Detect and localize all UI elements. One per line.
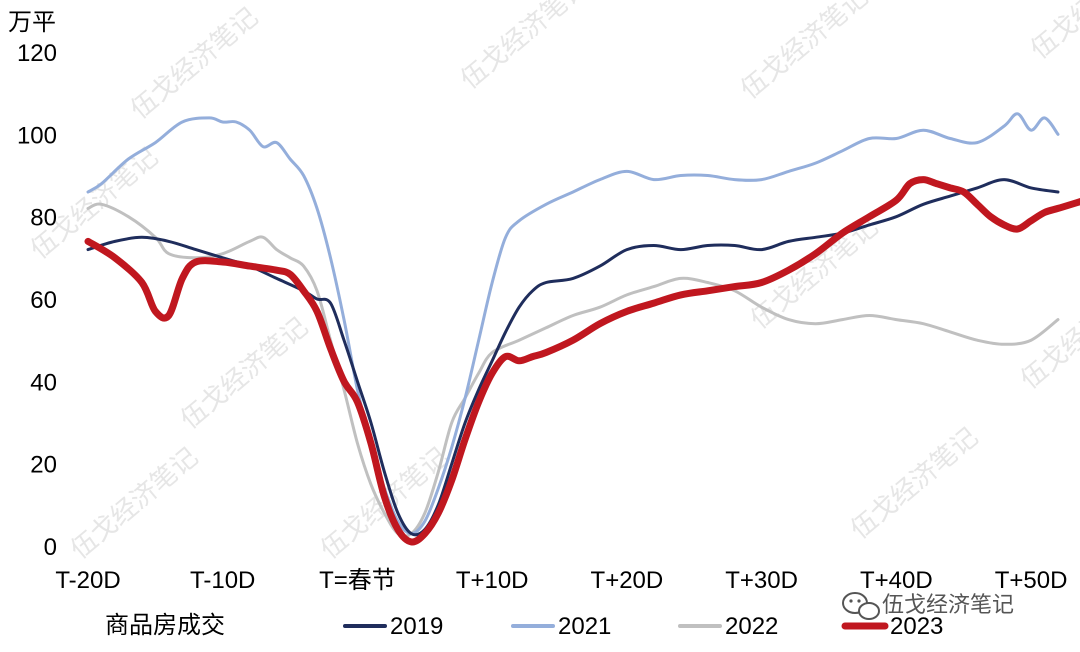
- wechat-logo-icon: [842, 592, 880, 620]
- faint-watermark-text: 伍戈经济笔记: [455, 0, 594, 95]
- faint-watermark-text: 伍戈经济笔记: [845, 422, 984, 545]
- brand-watermark-text: 伍戈经济笔记: [882, 593, 1014, 618]
- faint-watermark-text: 伍戈经济笔记: [735, 0, 874, 105]
- legend-label-2023: 2023: [890, 613, 943, 640]
- y-tick-label: 0: [44, 534, 57, 561]
- x-tick-label: T=春节: [319, 567, 396, 594]
- y-axis-ticks: 0 20 40 60 80 100 120: [17, 40, 57, 561]
- faint-watermark-text: 伍戈经济笔记: [125, 2, 264, 125]
- faint-watermark-text: 伍戈经济笔记: [175, 312, 314, 435]
- legend-label-2021: 2021: [558, 613, 611, 640]
- series-layer: [84, 112, 1080, 546]
- faint-watermark-text: 伍戈经济笔记: [65, 442, 204, 565]
- y-axis-unit-label: 万平: [8, 8, 56, 36]
- x-tick-label: T+30D: [725, 567, 798, 594]
- legend-title: 商品房成交: [105, 611, 225, 639]
- legend-label-2019: 2019: [390, 613, 443, 640]
- x-tick-label: T+40D: [860, 567, 933, 594]
- x-axis-ticks: T-20D T-10D T=春节 T+10D T+20D T+30D T+40D T+50D: [55, 567, 1067, 594]
- x-tick-label: T-20D: [55, 567, 120, 594]
- y-tick-label: 60: [30, 287, 57, 314]
- brand-watermark: 伍戈经济笔记: [842, 592, 1014, 620]
- y-tick-label: 120: [17, 40, 57, 67]
- legend-label-2022: 2022: [725, 613, 778, 640]
- x-tick-label: T+20D: [591, 567, 664, 594]
- series-line-2021: [86, 112, 1060, 536]
- y-tick-label: 20: [30, 452, 57, 479]
- x-tick-label: T+10D: [456, 567, 529, 594]
- series-line-2023: [84, 176, 1080, 546]
- y-tick-label: 80: [30, 205, 57, 232]
- legend: 2019 2021 2022 2023: [343, 613, 943, 640]
- x-tick-label: T-10D: [190, 567, 255, 594]
- y-tick-label: 40: [30, 369, 57, 396]
- faint-watermark-text: 伍戈经济笔记: [1025, 0, 1080, 65]
- y-tick-label: 100: [17, 122, 57, 149]
- x-tick-label: T+50D: [995, 567, 1068, 594]
- faint-watermark-text: 伍戈经济笔记: [1015, 272, 1080, 395]
- series-line-2019: [86, 178, 1060, 537]
